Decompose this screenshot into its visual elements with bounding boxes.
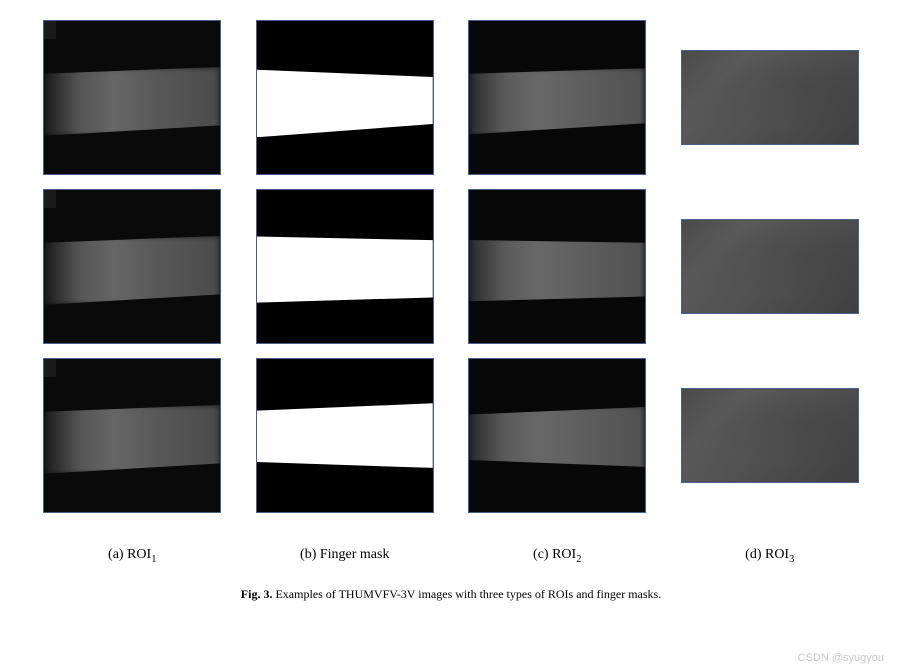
label-d-sub: 3 — [789, 554, 794, 565]
panel-mask-row1 — [256, 20, 434, 175]
label-c-text: (c) ROI — [533, 547, 576, 562]
panel-roi1-row2 — [43, 189, 221, 344]
panel-roi3-row3 — [681, 388, 859, 483]
label-d-text: (d) ROI — [745, 547, 789, 562]
label-a-sub: 1 — [151, 554, 156, 565]
panel-roi3-row2 — [681, 219, 859, 314]
panel-mask-row2 — [256, 189, 434, 344]
image-grid — [40, 20, 862, 513]
figure-caption: Fig. 3. Examples of THUMVFV-3V images wi… — [0, 587, 902, 602]
label-d: (d) ROI3 — [678, 547, 863, 565]
panel-roi3-row1 — [681, 50, 859, 145]
panel-roi2-row1 — [468, 20, 646, 175]
panel-roi2-row2 — [468, 189, 646, 344]
panel-roi1-row3 — [43, 358, 221, 513]
column-labels: (a) ROI1 (b) Finger mask (c) ROI2 (d) RO… — [0, 547, 902, 565]
caption-text: Examples of THUMVFV-3V images with three… — [275, 587, 661, 601]
caption-prefix: Fig. 3. — [241, 587, 273, 601]
label-a: (a) ROI1 — [40, 547, 225, 565]
panel-roi1-row1 — [43, 20, 221, 175]
label-c-sub: 2 — [576, 554, 581, 565]
label-b: (b) Finger mask — [253, 547, 438, 565]
label-c: (c) ROI2 — [465, 547, 650, 565]
figure-container — [0, 0, 902, 523]
label-a-text: (a) ROI — [108, 547, 151, 562]
panel-mask-row3 — [256, 358, 434, 513]
panel-roi2-row3 — [468, 358, 646, 513]
watermark: CSDN @syugyou — [798, 652, 884, 664]
